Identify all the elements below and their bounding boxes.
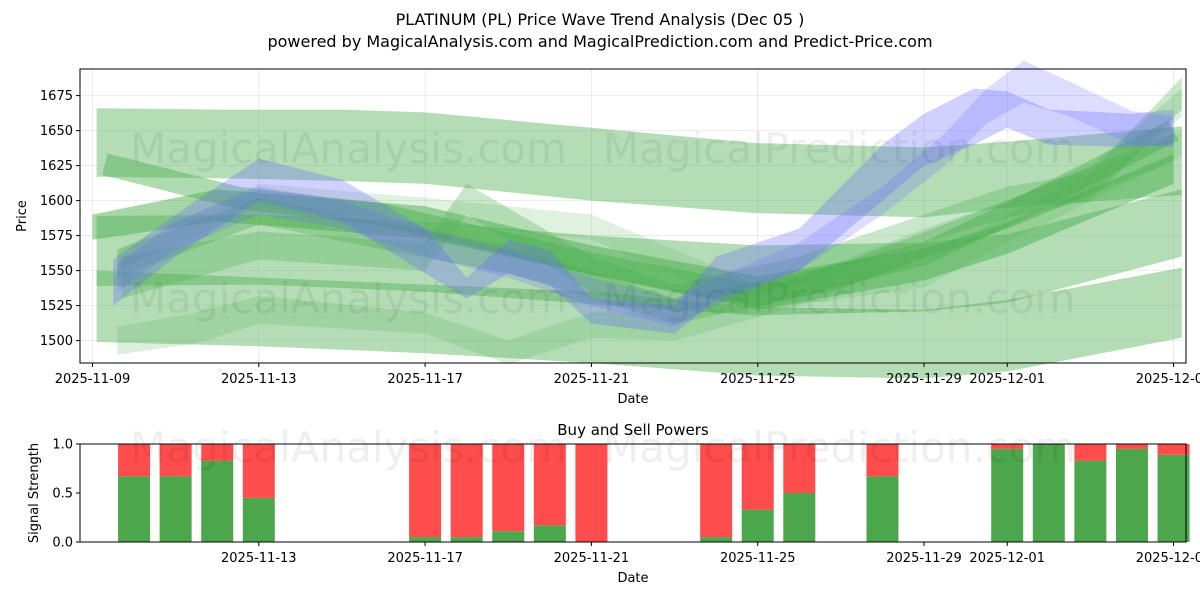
- price-x-tick-label: 2025-12-01: [969, 372, 1045, 387]
- signal-x-tick-label: 2025-12-01: [969, 551, 1045, 566]
- signal-title: Buy and Sell Powers: [557, 421, 709, 439]
- price-band-green: [92, 154, 1174, 310]
- price-y-tick-label: 1675: [40, 89, 73, 104]
- signal-x-tick-label: 2025-12-05: [1136, 551, 1200, 566]
- buy-bar: [991, 448, 1024, 542]
- sell-bar: [1157, 444, 1190, 455]
- chart-subtitle: powered by MagicalAnalysis.com and Magic…: [267, 32, 932, 51]
- price-x-tick-label: 2025-11-21: [554, 372, 630, 387]
- sell-bar: [201, 444, 234, 461]
- price-band-green: [121, 77, 1182, 313]
- price-y-tick-label: 1550: [40, 264, 73, 279]
- sell-bar: [242, 444, 275, 498]
- buy-bar: [866, 476, 899, 542]
- price-x-tick-label: 2025-11-29: [886, 372, 962, 387]
- buy-bar: [409, 537, 442, 542]
- signal-bars: [118, 444, 1190, 542]
- sell-bar: [1115, 444, 1148, 449]
- price-band-blue: [117, 60, 1174, 327]
- signal-watermark-left: MagicalAnalysis.com: [130, 423, 567, 472]
- signal-y-axis-label: Signal Strength: [27, 443, 42, 543]
- watermark-left-lower: MagicalAnalysis.com: [130, 274, 567, 323]
- buy-bar: [118, 476, 151, 542]
- signal-x-axis-label: Date: [617, 571, 648, 586]
- signal-x-tick-label: 2025-11-17: [387, 551, 463, 566]
- price-y-tick-label: 1650: [40, 124, 73, 139]
- price-panel: MagicalAnalysis.com MagicalPrediction.co…: [15, 60, 1200, 407]
- price-band-green: [117, 130, 1182, 310]
- price-x-tick-label: 2025-11-17: [387, 372, 463, 387]
- price-plot-frame: [79, 68, 1187, 364]
- price-bands: [92, 60, 1182, 379]
- price-band-green: [96, 108, 1182, 218]
- price-y-tick-label: 1500: [40, 334, 73, 349]
- buy-bar: [1032, 444, 1065, 542]
- sell-bar: [492, 444, 525, 532]
- sell-bar: [409, 444, 442, 538]
- price-x-tick-label: 2025-12-05: [1136, 372, 1200, 387]
- sell-bar: [159, 444, 192, 477]
- signal-watermark-right: MagicalPrediction.com: [603, 423, 1076, 472]
- buy-bar: [492, 531, 525, 542]
- buy-bar: [242, 497, 275, 542]
- price-y-tick-label: 1525: [40, 299, 73, 314]
- buy-bar: [783, 493, 816, 542]
- watermark-left: MagicalAnalysis.com: [130, 124, 567, 173]
- sell-bar: [533, 444, 566, 526]
- price-axes: 1500 1525 1550 1575 1600 1625 1650 1675 2025-11-…: [40, 89, 1200, 387]
- price-y-tick-label: 1600: [40, 194, 73, 209]
- sell-bar: [700, 444, 733, 538]
- buy-bar: [1157, 454, 1190, 542]
- price-x-axis-label: Date: [617, 392, 648, 407]
- price-x-tick-label: 2025-11-25: [720, 372, 796, 387]
- price-x-tick-label: 2025-11-13: [221, 372, 297, 387]
- price-band-green: [117, 133, 1174, 324]
- sell-bar: [118, 444, 151, 477]
- price-band-blue: [113, 88, 1174, 334]
- buy-bar: [450, 537, 483, 542]
- sell-bar: [450, 444, 483, 538]
- buy-bar: [201, 460, 234, 542]
- signal-y-tick-label: 0.5: [52, 487, 73, 502]
- watermark-right-lower: MagicalPrediction.com: [603, 274, 1076, 323]
- signal-axes: 0.0 0.5 1.0 2025-11-13 2025-11-17 2025-11-21 2…: [52, 438, 1200, 567]
- price-x-tick-label: 2025-11-09: [55, 372, 131, 387]
- buy-bar: [533, 525, 566, 542]
- signal-x-tick-label: 2025-11-25: [720, 551, 796, 566]
- buy-bar: [159, 476, 192, 542]
- watermark-right: MagicalPrediction.com: [603, 124, 1076, 173]
- buy-bar: [700, 537, 733, 542]
- signal-x-tick-label: 2025-11-21: [554, 551, 630, 566]
- buy-bar: [741, 509, 774, 542]
- buy-bar: [1115, 448, 1148, 542]
- buy-bar: [1074, 460, 1107, 542]
- sell-bar: [991, 444, 1024, 449]
- signal-y-tick-label: 1.0: [52, 438, 73, 453]
- chart-title: PLATINUM (PL) Price Wave Trend Analysis …: [396, 10, 805, 29]
- sell-bar: [1074, 444, 1107, 461]
- price-y-tick-label: 1625: [40, 159, 73, 174]
- price-band-green: [117, 88, 1182, 365]
- price-y-axis-label: Price: [15, 200, 30, 232]
- price-band-green: [102, 120, 1179, 307]
- sell-bar: [575, 444, 608, 542]
- price-band-green: [96, 267, 1182, 379]
- price-y-tick-label: 1575: [40, 229, 73, 244]
- signal-panel: Buy and Sell Powers MagicalAnalysis.com …: [27, 421, 1200, 586]
- sell-bar: [783, 444, 816, 493]
- sell-bar: [741, 444, 774, 510]
- signal-y-tick-label: 0.0: [52, 536, 73, 551]
- signal-x-tick-label: 2025-11-29: [886, 551, 962, 566]
- signal-x-tick-label: 2025-11-13: [221, 551, 297, 566]
- sell-bar: [866, 444, 899, 477]
